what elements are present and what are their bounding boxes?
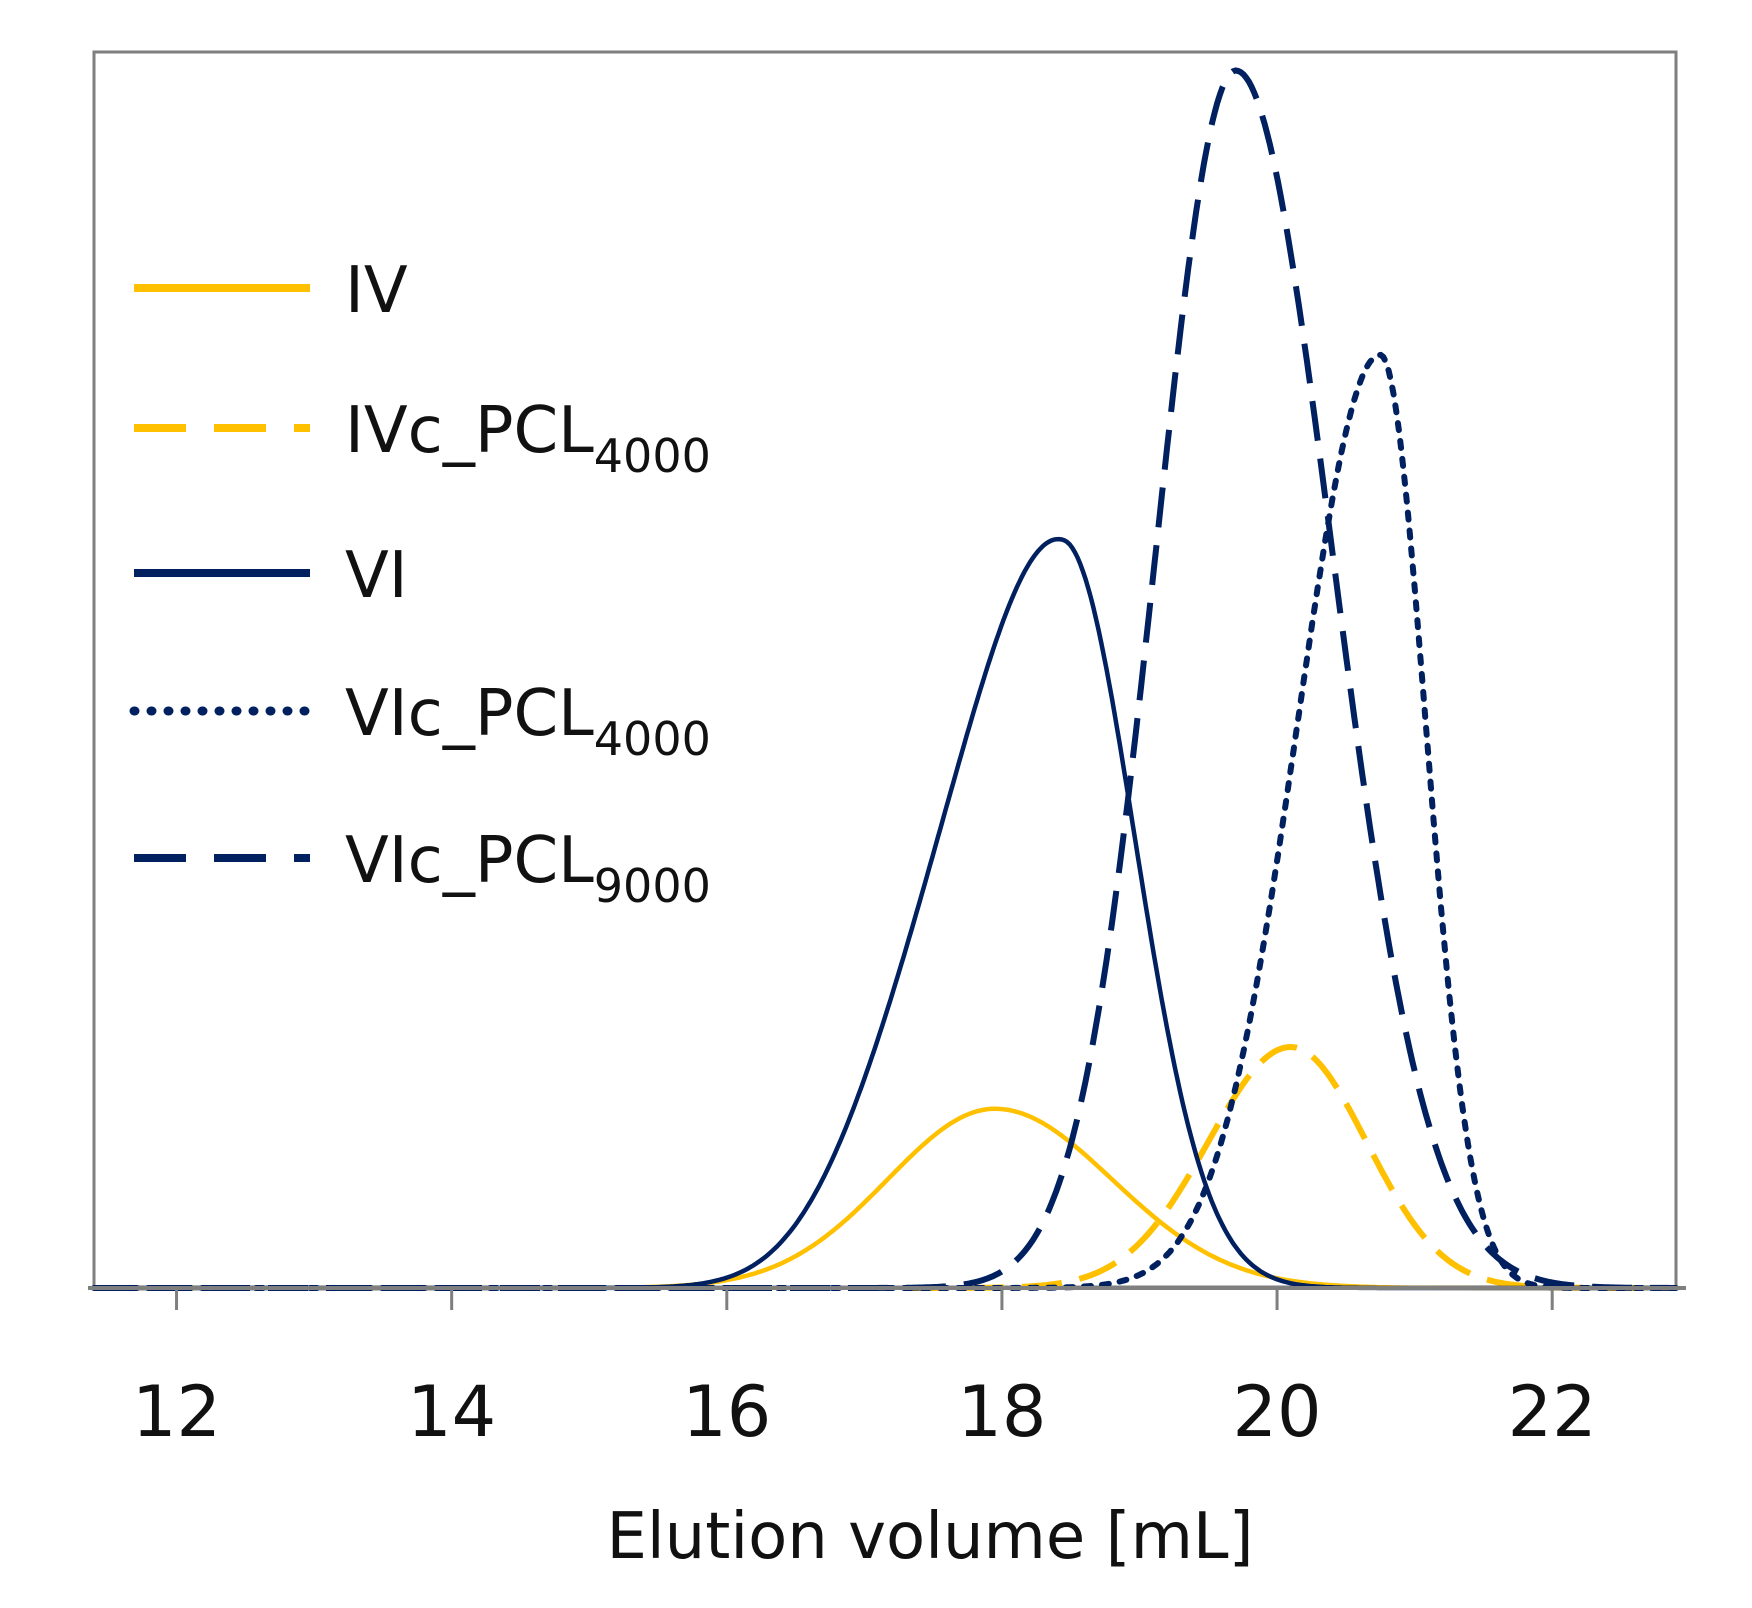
legend-label-main: VIc_PCL <box>345 677 594 751</box>
x-axis-title: Elution volume [mL] <box>606 1500 1253 1574</box>
legend-label-subscript: 9000 <box>594 859 711 913</box>
legend-label-main: IV <box>345 254 408 328</box>
legend-label-subscript: 4000 <box>594 712 711 766</box>
x-tick-label-14: 14 <box>407 1371 496 1453</box>
x-tick-label-12: 12 <box>132 1371 221 1453</box>
x-tick-label-16: 16 <box>682 1371 771 1453</box>
x-tick-label-18: 18 <box>957 1371 1046 1453</box>
legend-label-vic_pcl4000: VIc_PCL4000 <box>345 677 711 766</box>
legend-label-iv: IV <box>345 254 408 328</box>
legend-label-main: VI <box>345 539 408 613</box>
legend-label-main: IVc_PCL <box>345 394 594 468</box>
x-tick-label-22: 22 <box>1508 1371 1597 1453</box>
legend-label-ivc_pcl4000: IVc_PCL4000 <box>345 394 711 483</box>
x-axis-ticks: 12 14 16 18 20 22 <box>132 1288 1597 1453</box>
legend-label-vic_pcl9000: VIc_PCL9000 <box>345 824 711 913</box>
legend-label-main: VIc_PCL <box>345 824 594 898</box>
plot-frame <box>92 50 1678 1289</box>
legend-label-vi: VI <box>345 539 408 613</box>
x-tick-label-20: 20 <box>1233 1371 1322 1453</box>
legend-label-subscript: 4000 <box>594 429 711 483</box>
